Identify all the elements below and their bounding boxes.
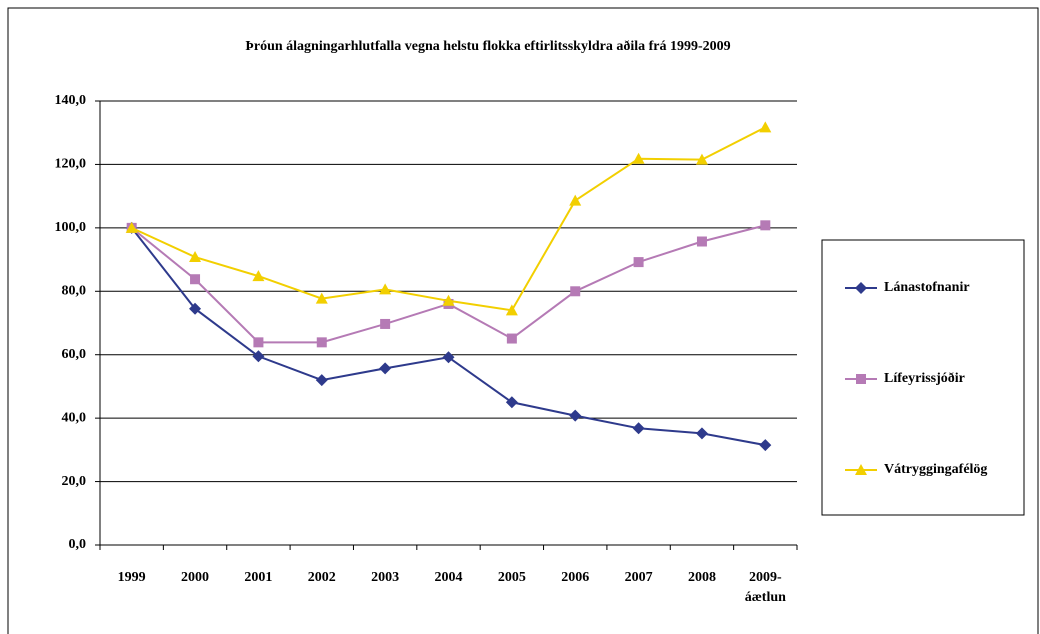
marker [570,286,581,297]
marker [632,152,645,164]
x-tick-label: 2006 [561,570,589,585]
marker [569,409,582,422]
y-tick-label: 140,0 [55,93,87,108]
marker [695,153,708,165]
marker [442,351,455,364]
marker [505,304,518,316]
marker [125,221,138,233]
marker [379,283,392,295]
y-tick-label: 40,0 [62,410,87,425]
marker [379,362,392,375]
marker [315,292,328,304]
x-tick-label: 2007 [625,570,653,585]
marker [380,318,391,329]
marker [189,302,202,315]
legend-label: Lánastofnanir [884,280,970,295]
marker [315,374,328,387]
marker [696,236,707,247]
x-tick-label: 2001 [244,570,272,585]
marker [506,333,517,344]
marker [856,374,866,384]
x-tick-label: 1999 [118,570,146,585]
marker [442,294,455,306]
marker [855,282,867,294]
marker [316,337,327,348]
marker [855,464,867,475]
marker [505,396,518,409]
y-tick-label: 20,0 [62,474,87,489]
marker [759,121,772,133]
x-tick-label: 2004 [435,570,463,585]
marker [253,337,264,348]
x-tick-label: 2002 [308,570,336,585]
marker [189,251,202,263]
marker [569,194,582,206]
x-tick-label: 2000 [181,570,209,585]
series-line [130,227,766,447]
x-tick-label: 2003 [371,570,399,585]
y-tick-label: 120,0 [55,157,87,172]
x-tick-label: 2009-áætlun [745,570,786,605]
marker [252,350,265,363]
legend-label: Vátryggingafélög [884,462,987,477]
chart-title: Þróun álagningarhlutfalla vegna helstu f… [245,38,730,54]
marker [695,427,708,440]
chart-frame [7,7,1039,634]
marker [252,270,265,282]
series-line [131,126,766,312]
marker [759,439,772,452]
x-tick-label: 2005 [498,570,526,585]
y-tick-label: 100,0 [55,220,87,235]
series-line [131,224,766,344]
marker [190,274,201,285]
x-tick-label: 2008 [688,570,716,585]
y-tick-label: 60,0 [62,347,87,362]
y-tick-label: 80,0 [62,284,87,299]
y-tick-label: 0,0 [69,537,87,552]
marker [633,257,644,268]
marker [760,220,771,231]
legend-label: Lífeyrissjóðir [884,370,965,386]
marker [632,422,645,435]
